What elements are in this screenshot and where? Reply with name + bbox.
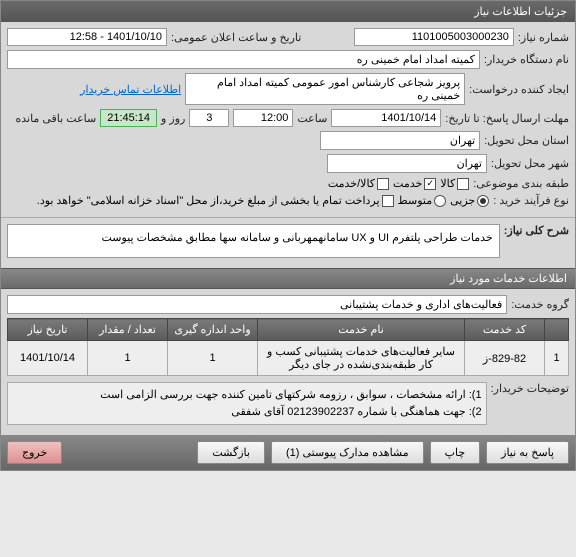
cell-code: 829-82-ز — [465, 341, 545, 376]
buyer-name-label: نام دستگاه خریدار: — [484, 53, 569, 66]
checkbox-icon — [457, 178, 469, 190]
contact-link[interactable]: اطلاعات تماس خریدار — [80, 83, 181, 96]
services-section: گروه خدمت: فعالیت‌های اداری و خدمات پشتی… — [1, 289, 575, 435]
buyer-notes-box: 1): ارائه مشخصات ، سوابق ، رزومه شرکتهای… — [7, 382, 487, 425]
checkbox-goods[interactable]: کالا — [440, 177, 469, 190]
cell-unit: 1 — [168, 341, 258, 376]
cell-idx: 1 — [545, 341, 569, 376]
checkbox-service-label: خدمت — [393, 177, 422, 190]
overview-section: شرح کلی نیاز: خدمات طراحی پلتفرم UI و UX… — [1, 217, 575, 268]
time-label: ساعت — [297, 112, 327, 125]
city-label: شهر محل تحویل: — [491, 157, 569, 170]
announce-label: تاریخ و ساعت اعلان عمومی: — [171, 31, 301, 44]
window-titlebar: جزئیات اطلاعات نیاز — [1, 1, 575, 22]
checkbox-mixed[interactable]: کالا/خدمت — [328, 177, 389, 190]
deadline-label: مهلت ارسال پاسخ: تا تاریخ: — [445, 112, 569, 125]
checkbox-mixed-label: کالا/خدمت — [328, 177, 375, 190]
city-field: تهران — [327, 154, 487, 173]
exit-button[interactable]: خروج — [7, 441, 62, 464]
radio-medium-label: متوسط — [398, 194, 433, 207]
footer-bar: پاسخ به نیاز چاپ مشاهده مدارک پیوستی (1)… — [1, 435, 575, 470]
cell-name: سایر فعالیت‌های خدمات پشتیبانی کسب و کار… — [258, 341, 465, 376]
services-table: کد خدمت نام خدمت واحد اندازه گیری تعداد … — [7, 318, 569, 376]
general-section: شماره نیاز: 1101005003000230 تاریخ و ساع… — [1, 22, 575, 217]
overview-header: شرح کلی نیاز: — [504, 224, 569, 237]
radio-small-label: جزیی — [450, 194, 475, 207]
buyer-name-field: کمیته امداد امام خمینی ره — [7, 50, 480, 69]
overview-text: خدمات طراحی پلتفرم UI و UX سامانهمهربانی… — [7, 224, 500, 258]
col-idx — [545, 319, 569, 341]
payment-note-label: پرداخت تمام یا بخشی از مبلغ خرید،از محل … — [37, 194, 380, 207]
back-button[interactable]: بازگشت — [197, 441, 265, 464]
buyer-notes-label: توضیحات خریدار: — [491, 382, 569, 395]
remain-label: ساعت باقی مانده — [15, 112, 96, 125]
respond-button[interactable]: پاسخ به نیاز — [486, 441, 569, 464]
cell-qty: 1 — [88, 341, 168, 376]
print-button[interactable]: چاپ — [430, 441, 481, 464]
deadline-date-field: 1401/10/14 — [331, 109, 441, 127]
checkbox-icon — [382, 195, 394, 207]
countdown-badge: 21:45:14 — [100, 109, 157, 127]
cell-date: 1401/10/14 — [8, 341, 88, 376]
province-field: تهران — [320, 131, 480, 150]
checkbox-goods-label: کالا — [440, 177, 455, 190]
radio-small[interactable]: جزیی — [450, 194, 489, 207]
table-row[interactable]: 1 829-82-ز سایر فعالیت‌های خدمات پشتیبان… — [8, 341, 569, 376]
service-group-field: فعالیت‌های اداری و خدمات پشتیبانی — [7, 295, 507, 314]
radio-icon — [477, 195, 489, 207]
need-number-label: شماره نیاز: — [518, 31, 569, 44]
col-name: نام خدمت — [258, 319, 465, 341]
announce-field: 1401/10/10 - 12:58 — [7, 28, 167, 46]
category-label: طبقه بندی موضوعی: — [473, 177, 569, 190]
days-count-field: 3 — [189, 109, 229, 127]
service-group-label: گروه خدمت: — [511, 298, 569, 311]
radio-icon — [434, 195, 446, 207]
purchase-type-label: نوع فرآیند خرید : — [493, 194, 569, 207]
attachments-button[interactable]: مشاهده مدارک پیوستی (1) — [271, 441, 424, 464]
col-code: کد خدمت — [465, 319, 545, 341]
deadline-time-field: 12:00 — [233, 109, 293, 127]
details-window: جزئیات اطلاعات نیاز شماره نیاز: 11010050… — [0, 0, 576, 471]
services-header: اطلاعات خدمات مورد نیاز — [1, 268, 575, 289]
buyer-note-2: 2): جهت هماهنگی با شماره 02123902237 آقا… — [12, 404, 482, 421]
radio-medium[interactable]: متوسط — [398, 194, 447, 207]
checkbox-payment-note[interactable]: پرداخت تمام یا بخشی از مبلغ خرید،از محل … — [37, 194, 394, 207]
checkbox-icon — [377, 178, 389, 190]
checkbox-icon: ✓ — [424, 178, 436, 190]
creator-label: ایجاد کننده درخواست: — [469, 83, 569, 96]
col-unit: واحد اندازه گیری — [168, 319, 258, 341]
col-qty: تعداد / مقدار — [88, 319, 168, 341]
province-label: استان محل تحویل: — [484, 134, 569, 147]
creator-field: پرویز شجاعی کارشناس امور عمومی کمیته امد… — [185, 73, 465, 105]
col-date: تاریخ نیاز — [8, 319, 88, 341]
need-number-field: 1101005003000230 — [354, 28, 514, 46]
days-and-label: روز و — [161, 112, 185, 125]
checkbox-service[interactable]: ✓ خدمت — [393, 177, 436, 190]
buyer-note-1: 1): ارائه مشخصات ، سوابق ، رزومه شرکتهای… — [12, 387, 482, 404]
